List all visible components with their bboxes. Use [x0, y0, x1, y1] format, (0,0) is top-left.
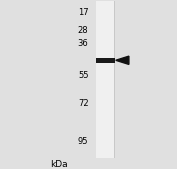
- Text: 55: 55: [78, 71, 88, 80]
- Text: kDa: kDa: [50, 160, 67, 169]
- Text: 17: 17: [78, 8, 88, 17]
- Bar: [96, 1, 114, 158]
- Bar: [96, 1, 115, 158]
- Text: 72: 72: [78, 99, 88, 108]
- Text: 36: 36: [78, 39, 88, 48]
- Text: 28: 28: [78, 26, 88, 35]
- Text: 95: 95: [78, 137, 88, 146]
- Polygon shape: [116, 56, 129, 64]
- Bar: [96, 58, 115, 63]
